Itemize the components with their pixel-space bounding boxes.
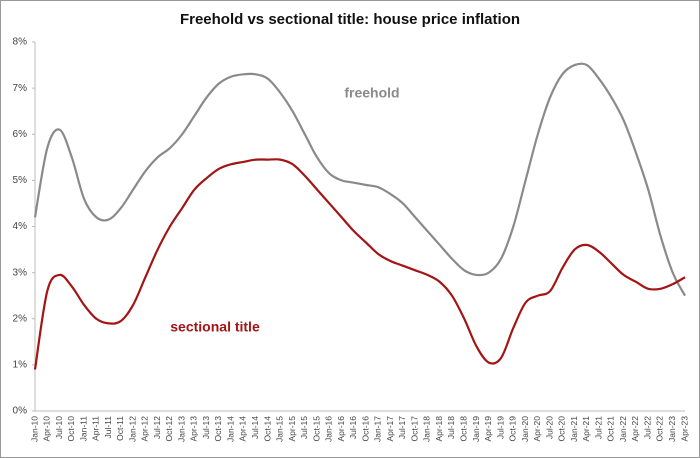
- x-tick-label: Jul-11: [103, 416, 113, 439]
- line-series: [33, 62, 686, 297]
- x-tick-label: Jul-17: [397, 416, 407, 439]
- x-tick-label: Apr-12: [140, 416, 150, 442]
- y-tick-label: 2%: [13, 313, 28, 324]
- x-tick-label: Jan-17: [373, 416, 383, 442]
- x-tick-label: Apr-16: [336, 416, 346, 442]
- x-tick-label: Apr-13: [189, 416, 199, 442]
- x-tick-label: Jan-14: [225, 416, 235, 442]
- y-tick-label: 7%: [13, 83, 28, 94]
- x-tick-label: Oct-18: [458, 416, 468, 442]
- x-tick-label: Jul-13: [201, 416, 211, 439]
- x-tick-label: Oct-12: [164, 416, 174, 442]
- y-tick-label: 1%: [13, 360, 28, 371]
- y-tick-label: 4%: [13, 221, 28, 232]
- line-series: [33, 158, 686, 370]
- x-tick-label: Oct-17: [409, 416, 419, 442]
- y-tick-label: 6%: [13, 129, 28, 140]
- x-tick-label: Jul-21: [593, 416, 603, 439]
- x-tick-label: Apr-21: [581, 416, 591, 442]
- x-tick-label: Oct-22: [655, 416, 665, 442]
- x-tick-label: Jan-16: [324, 416, 334, 442]
- x-tick-label: Oct-10: [66, 416, 76, 442]
- x-tick-label: Jan-12: [127, 416, 137, 442]
- x-tick-label: Jan-11: [78, 416, 88, 442]
- x-tick-label: Apr-17: [385, 416, 395, 442]
- x-tick-label: Apr-22: [630, 416, 640, 442]
- x-tick-label: Jul-18: [446, 416, 456, 439]
- x-tick-label: Jan-21: [569, 416, 579, 442]
- x-tick-label: Jan-19: [471, 416, 481, 442]
- x-tick-label: Apr-20: [532, 416, 542, 442]
- x-tick-label: Jan-13: [176, 416, 186, 442]
- x-tick-label: Jan-22: [618, 416, 628, 442]
- x-tick-label: Jul-12: [152, 416, 162, 439]
- x-tick-label: Apr-11: [91, 416, 101, 441]
- x-tick-label: Jul-20: [544, 416, 554, 439]
- series-label: freehold: [344, 85, 399, 101]
- y-tick-label: 0%: [13, 406, 28, 417]
- x-tick-label: Jul-10: [54, 416, 64, 439]
- x-tick-label: Apr-19: [483, 416, 493, 442]
- x-tick-label: Oct-11: [115, 416, 125, 441]
- x-tick-label: Jan-10: [29, 416, 39, 442]
- x-tick-label: Jul-22: [642, 416, 652, 439]
- series-label: sectional title: [170, 319, 260, 335]
- x-tick-label: Apr-23: [679, 416, 689, 442]
- x-tick-label: Oct-16: [360, 416, 370, 442]
- x-tick-label: Jan-18: [422, 416, 432, 442]
- chart-title: Freehold vs sectional title: house price…: [180, 11, 520, 28]
- x-tick-label: Apr-14: [238, 416, 248, 442]
- x-tick-label: Jan-20: [520, 416, 530, 442]
- x-tick-label: Apr-15: [287, 416, 297, 442]
- x-tick-label: Jul-19: [495, 416, 505, 439]
- x-tick-label: Oct-15: [311, 416, 321, 442]
- x-tick-label: Jan-15: [275, 416, 285, 442]
- y-tick-label: 3%: [13, 267, 28, 278]
- x-tick-label: Jul-15: [299, 416, 309, 439]
- x-tick-label: Oct-13: [213, 416, 223, 442]
- x-tick-label: Jul-16: [348, 416, 358, 439]
- y-tick-label: 5%: [13, 175, 28, 186]
- x-tick-label: Oct-14: [262, 416, 272, 442]
- x-tick-label: Apr-10: [42, 416, 52, 442]
- x-tick-label: Oct-20: [557, 416, 567, 442]
- x-tick-label: Oct-21: [606, 416, 616, 442]
- y-tick-label: 8%: [13, 37, 28, 48]
- x-tick-label: Oct-19: [508, 416, 518, 442]
- x-tick-label: Jul-14: [250, 416, 260, 439]
- x-tick-label: Apr-18: [434, 416, 444, 442]
- x-tick-label: Jan-23: [667, 416, 677, 442]
